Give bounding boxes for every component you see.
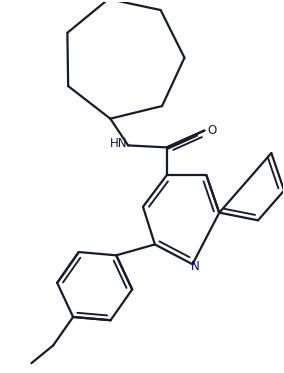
Text: HN: HN bbox=[110, 137, 127, 150]
Text: N: N bbox=[191, 260, 200, 273]
Text: O: O bbox=[208, 124, 217, 137]
